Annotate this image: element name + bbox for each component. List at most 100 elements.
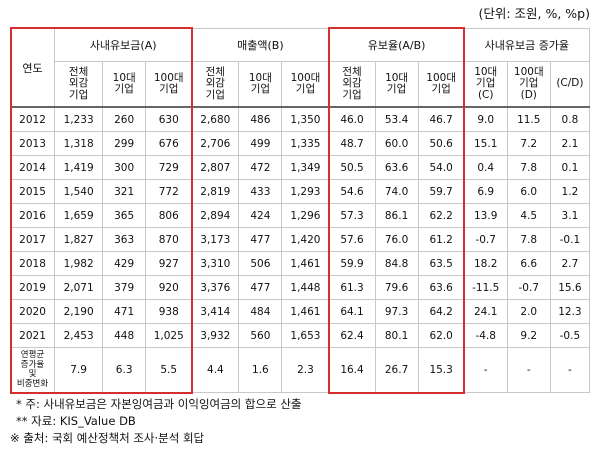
value-cell: 9.2 [506,323,551,348]
year-cell: 2015 [9,179,56,204]
table-row: 2020 2,190 471 938 3,414 484 1,461 64.1 97.3 64.2… [9,299,591,324]
value-cell: 486 [238,106,283,132]
value-cell: 630 [145,106,193,132]
value-cell: -0.7 [506,275,551,300]
sub-header-cell: 전체 외감 기업 [328,61,376,108]
value-cell: 1,296 [281,203,330,228]
value-cell: 471 [102,299,147,324]
value-cell: 560 [238,323,283,348]
value-cell: 299 [102,131,147,156]
value-cell: 9.0 [463,106,508,132]
sub-header-cell: 100대 기업 (D) [506,61,551,108]
table-row: 2016 1,659 365 806 2,894 424 1,296 57.3 86.1 62.2… [9,203,591,228]
table-body: 연도 사내유보금(A) 매출액(B) 유보율(A/B) 사내유보금 증가율 전체… [9,28,591,393]
group-header-growth: 사내유보금 증가율 [463,28,591,62]
summary-value-cell: 6.3 [102,347,147,393]
year-cell: 2021 [9,323,56,348]
value-cell: 2.7 [549,251,591,276]
value-cell: 57.6 [328,227,376,252]
group-header-ratio: 유보율(A/B) [328,28,465,62]
value-cell: -4.8 [463,323,508,348]
value-cell: 806 [145,203,193,228]
footnotes: * 주: 사내유보금은 자본잉여금과 이익잉여금의 합으로 산출 ** 자료: … [10,396,301,447]
summary-value-cell: 16.4 [328,347,376,393]
year-cell: 2012 [9,106,56,132]
value-cell: 79.6 [374,275,419,300]
year-cell: 2017 [9,227,56,252]
value-cell: 13.9 [463,203,508,228]
value-cell: 2,819 [191,179,240,204]
value-cell: 76.0 [374,227,419,252]
value-cell: 1,448 [281,275,330,300]
summary-value-cell: 5.5 [145,347,193,393]
value-cell: 484 [238,299,283,324]
value-cell: 15.1 [463,131,508,156]
summary-label-cell: 연평균 증가율 및 비중변화 [9,347,56,393]
value-cell: 48.7 [328,131,376,156]
header-row-groups: 연도 사내유보금(A) 매출액(B) 유보율(A/B) 사내유보금 증가율 [9,28,591,108]
value-cell: 2.1 [549,131,591,156]
value-cell: 0.1 [549,155,591,180]
value-cell: 1,349 [281,155,330,180]
value-cell: 321 [102,179,147,204]
note-origin: ※ 출처: 국회 예산정책처 조사·분석 회답 [10,431,205,445]
value-cell: 2,680 [191,106,240,132]
value-cell: 1,318 [54,131,104,156]
year-cell: 2013 [9,131,56,156]
sub-header-cell: 100대 기업 [417,61,465,108]
value-cell: 2,190 [54,299,104,324]
value-cell: 1,350 [281,106,330,132]
value-cell: 2,807 [191,155,240,180]
value-cell: 62.2 [417,203,465,228]
value-cell: 59.9 [328,251,376,276]
value-cell: 7.8 [506,155,551,180]
value-cell: 18.2 [463,251,508,276]
summary-value-cell: - [549,347,591,393]
value-cell: 64.1 [328,299,376,324]
year-cell: 2014 [9,155,56,180]
value-cell: 2,071 [54,275,104,300]
group-header-sales: 매출액(B) [191,28,330,62]
value-cell: 3,932 [191,323,240,348]
value-cell: 3,414 [191,299,240,324]
value-cell: 61.3 [328,275,376,300]
value-cell: 54.6 [328,179,376,204]
value-cell: 3,376 [191,275,240,300]
table-row: 2017 1,827 363 870 3,173 477 1,420 57.6 76.0 61.2… [9,227,591,252]
value-cell: 63.5 [417,251,465,276]
sub-header-cell: 100대 기업 [145,61,193,108]
value-cell: 0.8 [549,106,591,132]
value-cell: 3,173 [191,227,240,252]
value-cell: 63.6 [374,155,419,180]
table-row: 2021 2,453 448 1,025 3,932 560 1,653 62.4 80.1 62… [9,323,591,348]
note-definition: * 주: 사내유보금은 자본잉여금과 이익잉여금의 합으로 산출 [16,397,302,411]
sub-header-cell: 전체 외감 기업 [54,61,104,108]
value-cell: 6.6 [506,251,551,276]
table-row: 2012 1,233 260 630 2,680 486 1,350 46.0 53.4 46.7… [9,106,591,132]
value-cell: 1,420 [281,227,330,252]
table-row: 2014 1,419 300 729 2,807 472 1,349 50.5 63.6 54.0… [9,155,591,180]
table-row: 2018 1,982 429 927 3,310 506 1,461 59.9 84.8 63.5… [9,251,591,276]
value-cell: 1,293 [281,179,330,204]
value-cell: 2.0 [506,299,551,324]
value-cell: 24.1 [463,299,508,324]
value-cell: 1,335 [281,131,330,156]
value-cell: 1,461 [281,299,330,324]
value-cell: 379 [102,275,147,300]
value-cell: -11.5 [463,275,508,300]
value-cell: 6.9 [463,179,508,204]
value-cell: 3,310 [191,251,240,276]
value-cell: 1,982 [54,251,104,276]
value-cell: 61.2 [417,227,465,252]
value-cell: 1.2 [549,179,591,204]
summary-value-cell: 2.3 [281,347,330,393]
value-cell: -0.1 [549,227,591,252]
year-header: 연도 [9,28,56,108]
sub-header-cell: 10대 기업 [238,61,283,108]
year-cell: 2020 [9,299,56,324]
value-cell: -0.5 [549,323,591,348]
summary-value-cell: 26.7 [374,347,419,393]
value-cell: -0.7 [463,227,508,252]
value-cell: 477 [238,227,283,252]
value-cell: 365 [102,203,147,228]
